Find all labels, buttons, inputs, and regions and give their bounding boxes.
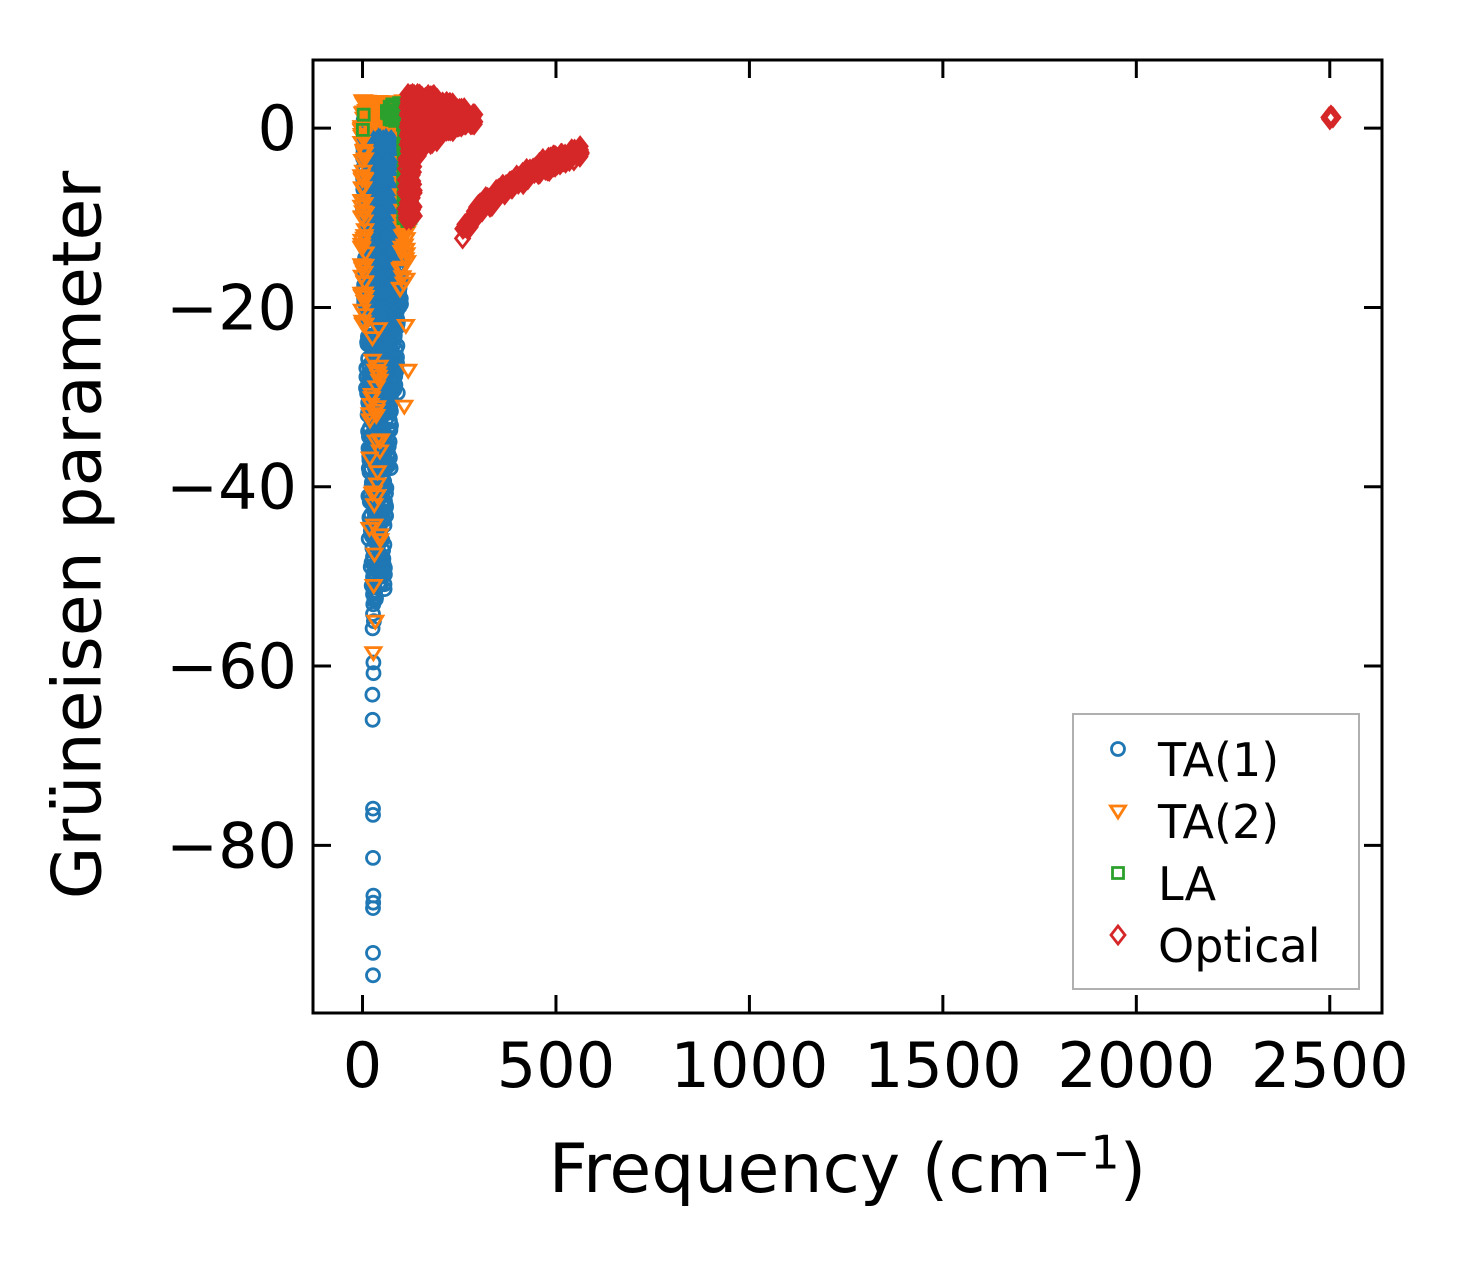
axes-spines — [311, 58, 1384, 1015]
y-tick-label: −40 — [166, 451, 297, 524]
circle-icon — [1110, 741, 1126, 757]
x-axis-title-close: ) — [1119, 1130, 1147, 1209]
legend-item-ta2: TA(2) — [1074, 791, 1358, 853]
x-axis-title-text: Frequency (cm — [548, 1130, 1052, 1209]
y-tick-label: −80 — [166, 809, 297, 882]
legend-label: LA — [1158, 857, 1217, 911]
legend-item-la: LA — [1074, 853, 1358, 915]
x-tick-label: 0 — [343, 1029, 382, 1102]
legend-label: Optical — [1158, 919, 1321, 973]
x-tick-label: 1000 — [671, 1029, 829, 1102]
x-axis-title: Frequency (cm−1) — [313, 1129, 1382, 1209]
x-tick-label: 500 — [497, 1029, 615, 1102]
y-axis-title: Grüneisen parameter — [38, 170, 118, 900]
legend-label: TA(1) — [1158, 733, 1280, 787]
legend-item-optical: Optical — [1074, 915, 1358, 977]
diamond-icon — [1109, 923, 1127, 947]
legend: TA(1) TA(2) LA Optical — [1072, 713, 1360, 990]
x-tick-label: 2000 — [1057, 1029, 1215, 1102]
y-tick-label: −60 — [166, 630, 297, 703]
legend-label: TA(2) — [1158, 795, 1280, 849]
series-optical — [396, 82, 1342, 250]
square-icon — [1111, 866, 1125, 880]
legend-item-ta1: TA(1) — [1074, 729, 1358, 791]
x-tick-label: 1500 — [864, 1029, 1022, 1102]
y-tick-label: 0 — [258, 92, 297, 165]
y-tick-label: −20 — [166, 271, 297, 344]
axis-ticks — [313, 60, 1382, 1013]
x-axis-title-superscript: −1 — [1051, 1125, 1120, 1180]
triangle-down-icon — [1107, 804, 1129, 821]
x-tick-label: 2500 — [1251, 1029, 1409, 1102]
